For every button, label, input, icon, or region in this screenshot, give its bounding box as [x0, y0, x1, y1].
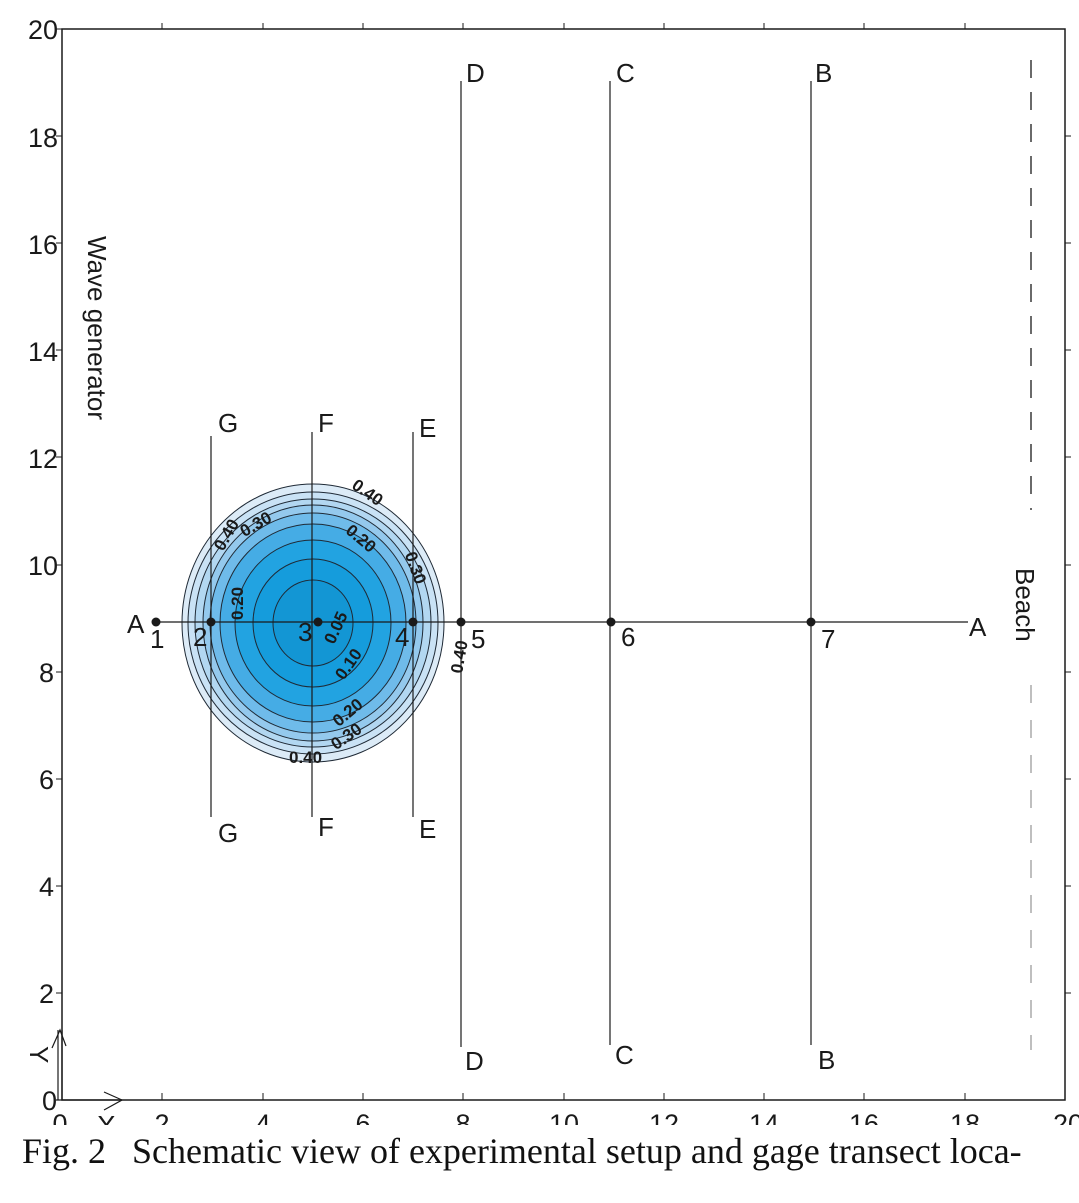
gage-3-label: 3 — [298, 617, 312, 647]
x-tick-6: 6 — [355, 1109, 370, 1125]
x-tick-0: 0 — [52, 1109, 67, 1125]
x-tick-18: 18 — [950, 1109, 980, 1125]
gage-1-label: 1 — [150, 624, 164, 654]
gage-4-dot — [408, 617, 418, 627]
gage-6-dot — [606, 617, 616, 627]
transect-d-label-bottom: D — [465, 1046, 484, 1076]
x-tick-2: 2 — [154, 1109, 169, 1125]
contour-label-040-s: 0.40 — [289, 748, 322, 767]
gage-7-label: 7 — [821, 624, 835, 654]
figure-caption: Fig. 2 Schematic view of experimental set… — [22, 1130, 1022, 1172]
y-tick-6: 6 — [39, 765, 54, 795]
transect-c-label-top: C — [616, 58, 635, 88]
contour-005 — [272, 579, 354, 667]
gage-1-dot — [151, 617, 161, 627]
gage-5-dot — [456, 617, 466, 627]
transect-e-label-bottom: E — [419, 814, 436, 844]
transect-g-label-bottom: G — [218, 818, 238, 848]
gage-6-label: 6 — [621, 622, 635, 652]
transect-f-label-bottom: F — [318, 812, 334, 842]
gage-7-dot — [806, 617, 816, 627]
transect-f-label-top: F — [318, 408, 334, 438]
y-tick-12: 12 — [28, 444, 58, 474]
y-tick-20: 20 — [28, 15, 58, 45]
gage-2-dot — [206, 617, 216, 627]
x-tick-4: 4 — [255, 1109, 270, 1125]
x-tick-16: 16 — [849, 1109, 879, 1125]
x-axis-letter: X — [97, 1110, 116, 1125]
y-tick-18: 18 — [28, 123, 58, 153]
y-tick-8: 8 — [39, 658, 54, 688]
wave-generator-label: Wave generator — [82, 236, 112, 420]
figure-number: Fig. 2 — [22, 1131, 107, 1171]
x-tick-12: 12 — [649, 1109, 679, 1125]
transect-a-label-left: A — [127, 609, 145, 639]
y-tick-10: 10 — [28, 551, 58, 581]
y-tick-16: 16 — [28, 230, 58, 260]
y-tick-2: 2 — [39, 979, 54, 1009]
contour-label-040-e: 0.40 — [447, 639, 471, 675]
y-tick-14: 14 — [28, 337, 58, 367]
contour-label-020-w: 0.20 — [228, 587, 247, 620]
transect-g-label-top: G — [218, 408, 238, 438]
gage-3-dot — [313, 617, 323, 627]
caption-text: Schematic view of experimental setup and… — [132, 1131, 1022, 1171]
y-tick-4: 4 — [39, 872, 54, 902]
transect-c-label-bottom: C — [615, 1040, 634, 1070]
transect-b-label-top: B — [815, 58, 832, 88]
gage-2-label: 2 — [193, 622, 207, 652]
transect-d-label-top: D — [466, 58, 485, 88]
x-tick-8: 8 — [455, 1109, 470, 1125]
gage-5-label: 5 — [471, 624, 485, 654]
transect-e-label-top: E — [419, 413, 436, 443]
transect-b-label-bottom: B — [818, 1045, 835, 1075]
y-tick-0: 0 — [42, 1086, 57, 1116]
schematic-figure: 0.40 0.30 0.40 0.20 0.30 0.20 0.05 0.10 … — [24, 15, 1079, 1125]
beach-label: Beach — [1010, 568, 1040, 642]
x-tick-20: 20 — [1053, 1109, 1079, 1125]
x-tick-14: 14 — [749, 1109, 779, 1125]
shoal-contour-group — [181, 483, 445, 763]
y-axis-letter: Y — [24, 1046, 54, 1063]
transect-a-label-right: A — [969, 612, 987, 642]
x-tick-10: 10 — [549, 1109, 579, 1125]
axis-arrows — [51, 1028, 124, 1111]
gage-4-label: 4 — [395, 622, 409, 652]
